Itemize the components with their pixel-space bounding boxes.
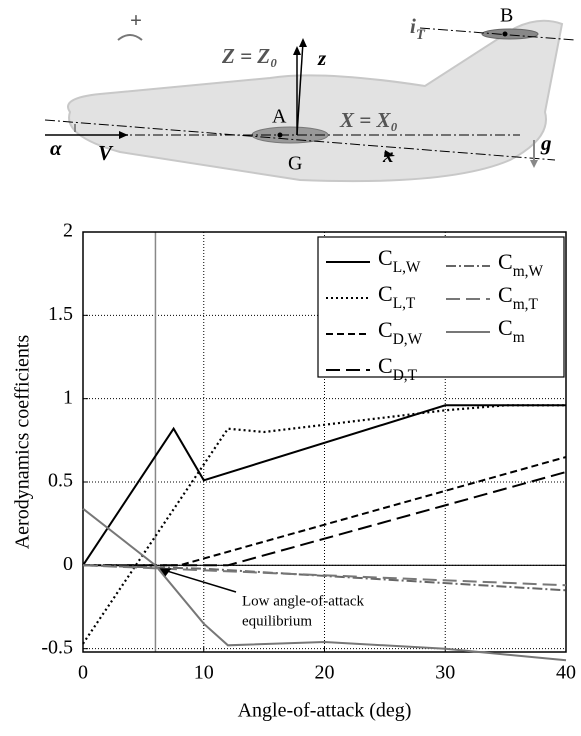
rotation-arrow xyxy=(117,34,143,41)
axis-label: X = X₀ xyxy=(339,108,398,132)
annotation-arrowhead xyxy=(159,568,172,577)
y-tick-label: 1.5 xyxy=(48,303,73,325)
axis-label: Z = Z₀ xyxy=(221,44,277,68)
axis-label: z xyxy=(317,46,327,70)
x-tick-label: 20 xyxy=(315,662,335,684)
annotation: Low angle-of-attack xyxy=(242,593,365,609)
point-a xyxy=(277,132,283,138)
axis-label: x xyxy=(382,143,394,167)
angle-label: α xyxy=(50,136,62,160)
fuselage xyxy=(67,19,564,183)
z-axis xyxy=(296,41,304,136)
aircraft-diagram: + Z = Z₀ z iT B A X = X₀ α V G x g xyxy=(44,5,576,183)
series-line xyxy=(82,404,566,645)
frame xyxy=(82,231,567,653)
tail-axis xyxy=(419,27,576,41)
y-tick-label: 2 xyxy=(63,220,73,242)
x-axis xyxy=(44,119,556,161)
series-line xyxy=(83,456,567,567)
y-tick-label: 0.5 xyxy=(48,470,73,492)
x-tick-label: 30 xyxy=(435,662,455,684)
point-label: B xyxy=(500,5,513,27)
series-line xyxy=(82,404,566,566)
x-axis-label: Angle-of-attack (deg) xyxy=(238,700,412,722)
y-tick-label: -0.5 xyxy=(41,636,73,658)
point-label: G xyxy=(288,153,302,175)
y-axis-label: Aerodynamics coefficients xyxy=(12,335,34,550)
series-line xyxy=(83,471,567,567)
arrowhead xyxy=(293,46,301,55)
legend-box xyxy=(317,236,565,378)
arrowhead xyxy=(119,131,128,139)
y-tick-label: 0 xyxy=(63,553,73,575)
arrowhead xyxy=(530,160,538,168)
x-tick-label: 40 xyxy=(556,662,576,684)
annotation: equilibrium xyxy=(242,613,312,629)
tail xyxy=(481,28,539,40)
annotation-arrow xyxy=(161,568,237,593)
point-b xyxy=(502,31,508,37)
velocity-label: V xyxy=(98,141,114,165)
x-tick-label: 10 xyxy=(194,662,214,684)
angle-label: iT xyxy=(410,14,426,44)
arrowhead xyxy=(299,38,307,47)
point-label: A xyxy=(272,106,287,128)
sign-label: + xyxy=(130,8,142,32)
series-line xyxy=(82,507,567,662)
x-tick-label: 0 xyxy=(78,662,88,684)
arrowhead xyxy=(384,150,395,157)
y-tick-label: 1 xyxy=(63,386,73,408)
gravity-label: g xyxy=(540,131,552,155)
